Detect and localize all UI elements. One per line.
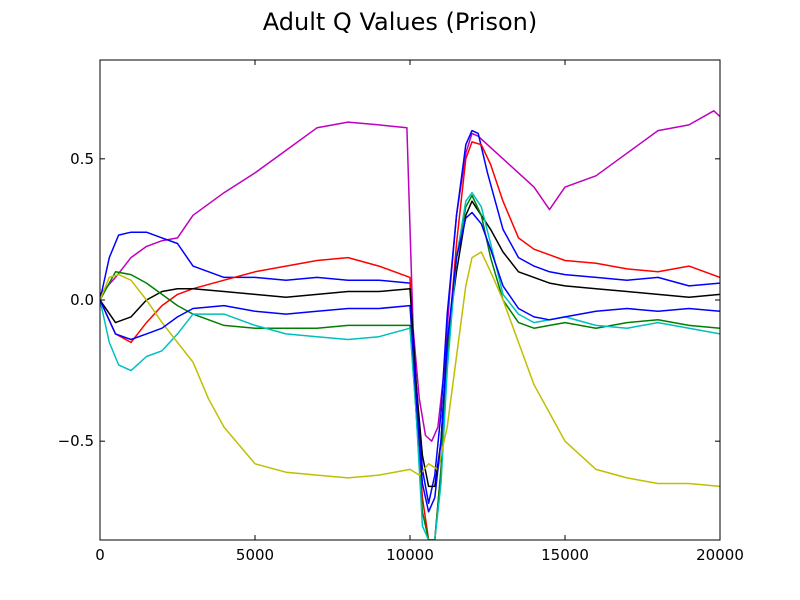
series-layer <box>100 110 720 540</box>
x-tick-label: 5000 <box>236 546 274 564</box>
series-line-7 <box>100 251 720 488</box>
series-line-8 <box>100 211 720 513</box>
x-tick-label: 20000 <box>696 546 744 564</box>
y-tick-label: −0.5 <box>58 432 94 450</box>
series-line-1 <box>100 110 720 442</box>
chart-title: Adult Q Values (Prison) <box>262 8 538 36</box>
y-tick-label: 0.0 <box>70 291 94 309</box>
series-line-2 <box>100 129 720 505</box>
x-tick-label: 15000 <box>541 546 589 564</box>
x-tick-label: 0 <box>95 546 105 564</box>
series-line-3 <box>100 141 720 540</box>
series-line-4 <box>100 200 720 488</box>
x-tick-label: 10000 <box>386 546 434 564</box>
tick-layer: 0 5000 10000 15000 20000 −0.5 0.0 0.5 <box>58 60 744 564</box>
y-tick-label: 0.5 <box>70 150 94 168</box>
